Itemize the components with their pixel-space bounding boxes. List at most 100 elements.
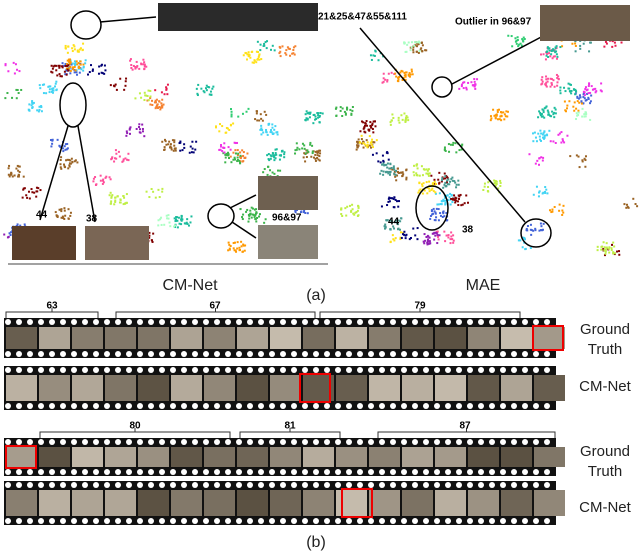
dot bbox=[494, 180, 497, 183]
dot bbox=[542, 53, 545, 56]
dot bbox=[294, 211, 297, 214]
dot bbox=[515, 39, 518, 42]
dot bbox=[541, 133, 544, 136]
hole bbox=[225, 469, 231, 475]
dot bbox=[306, 112, 309, 115]
dot bbox=[454, 142, 457, 145]
dot bbox=[404, 120, 407, 123]
dot bbox=[309, 111, 312, 114]
hole bbox=[269, 518, 275, 524]
dot bbox=[583, 94, 586, 97]
dot bbox=[344, 113, 347, 116]
dot bbox=[409, 49, 412, 52]
frame bbox=[204, 447, 235, 467]
hole bbox=[346, 518, 352, 524]
hole bbox=[368, 518, 374, 524]
dot bbox=[54, 85, 57, 88]
frame bbox=[237, 375, 268, 401]
caption: (a) bbox=[306, 287, 326, 304]
dot bbox=[362, 127, 365, 130]
frame bbox=[171, 490, 202, 516]
dot bbox=[143, 61, 146, 64]
dot bbox=[31, 191, 34, 194]
hole bbox=[335, 439, 341, 445]
dot bbox=[37, 187, 40, 190]
brace bbox=[39, 428, 231, 438]
dot bbox=[77, 62, 80, 65]
dot bbox=[153, 101, 156, 104]
dot bbox=[233, 141, 236, 144]
dot bbox=[247, 55, 250, 58]
dot bbox=[176, 219, 179, 222]
dot bbox=[254, 214, 257, 217]
dot bbox=[392, 165, 395, 168]
dot bbox=[234, 249, 237, 252]
hole bbox=[533, 439, 539, 445]
dot bbox=[95, 183, 98, 186]
dot bbox=[122, 158, 125, 161]
dot bbox=[413, 44, 416, 47]
hole bbox=[379, 319, 385, 325]
hole bbox=[423, 469, 429, 475]
dot bbox=[162, 103, 165, 106]
dot bbox=[79, 60, 82, 63]
dot bbox=[530, 229, 533, 232]
hole bbox=[313, 367, 319, 373]
dot bbox=[476, 78, 479, 81]
dot bbox=[314, 157, 317, 160]
dot bbox=[386, 162, 389, 165]
dot bbox=[108, 194, 111, 197]
dot bbox=[437, 238, 440, 241]
dot bbox=[383, 225, 386, 228]
dot bbox=[108, 176, 111, 179]
dot bbox=[165, 143, 168, 146]
dot bbox=[539, 111, 542, 114]
dot bbox=[87, 73, 90, 76]
dot bbox=[255, 208, 258, 211]
dot bbox=[564, 110, 567, 113]
dot bbox=[605, 247, 608, 250]
dot bbox=[4, 64, 7, 67]
hole bbox=[434, 319, 440, 325]
dot bbox=[92, 177, 95, 180]
dot bbox=[174, 220, 177, 223]
hole bbox=[170, 403, 176, 409]
hole bbox=[423, 351, 429, 357]
dot bbox=[286, 46, 289, 49]
hole bbox=[247, 319, 253, 325]
dot bbox=[410, 70, 413, 73]
dot bbox=[154, 107, 157, 110]
dot bbox=[350, 112, 353, 115]
dot bbox=[410, 68, 413, 71]
dot bbox=[614, 44, 617, 47]
dot bbox=[426, 241, 429, 244]
dot bbox=[394, 173, 397, 176]
dot bbox=[143, 65, 146, 68]
hole bbox=[93, 482, 99, 488]
dot bbox=[229, 123, 232, 126]
dot bbox=[145, 94, 148, 97]
dot bbox=[84, 59, 87, 62]
dot bbox=[428, 240, 431, 243]
panel-title: MAE bbox=[466, 277, 501, 294]
dot bbox=[407, 119, 410, 122]
hole bbox=[313, 518, 319, 524]
hole bbox=[357, 367, 363, 373]
hole bbox=[280, 403, 286, 409]
dot bbox=[141, 127, 144, 130]
dot bbox=[437, 178, 440, 181]
dot bbox=[234, 158, 237, 161]
dot bbox=[18, 70, 21, 73]
highlight-frame bbox=[532, 325, 564, 351]
dot bbox=[218, 123, 221, 126]
dot bbox=[223, 142, 226, 145]
dot bbox=[433, 180, 436, 183]
dot bbox=[202, 90, 205, 93]
dot bbox=[528, 153, 531, 156]
hole bbox=[522, 319, 528, 325]
dot bbox=[495, 114, 498, 117]
dot bbox=[228, 243, 231, 246]
dot bbox=[115, 157, 118, 160]
dot bbox=[28, 103, 31, 106]
hole bbox=[302, 469, 308, 475]
